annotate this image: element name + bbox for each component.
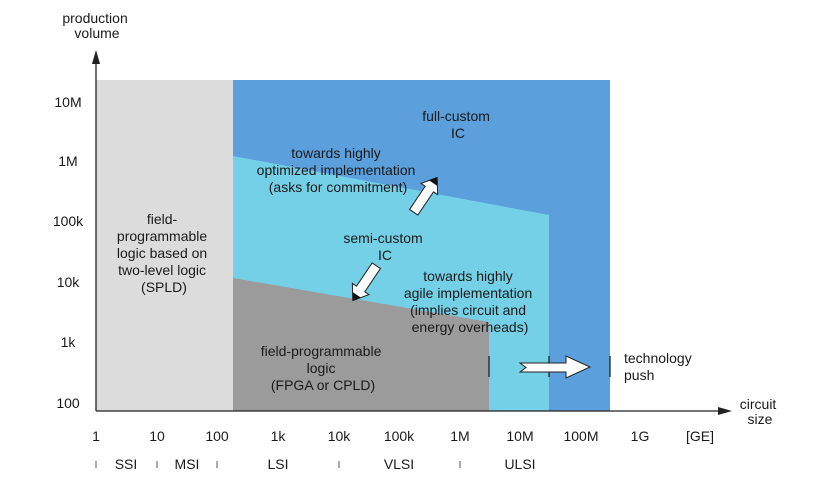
- optimized-arrow-icon: [408, 176, 439, 216]
- level-label-lsi: LSI: [267, 456, 288, 472]
- technology-push-line: push: [624, 367, 654, 383]
- spld-label-line: (SPLD): [141, 279, 187, 295]
- towards-agile-line: energy overheads): [412, 319, 529, 335]
- x-tick-label: 100M: [563, 428, 598, 444]
- x-axis-arrow: [718, 407, 732, 415]
- fpga-region: [233, 278, 489, 411]
- y-tick-label: 1M: [58, 153, 77, 169]
- semi-custom-label: semi-custom IC: [343, 230, 426, 263]
- towards-agile-line: agile implementation: [404, 285, 532, 301]
- y-axis-title: production volume: [62, 10, 131, 41]
- towards-optimized-line: optimized implementation: [257, 162, 416, 178]
- integration-level-separators: [95, 461, 461, 468]
- x-tick-label: 1G: [631, 428, 650, 444]
- y-tick-label: 10M: [54, 94, 81, 110]
- full-custom-label: full-custom IC: [422, 108, 494, 141]
- fpga-label-line: logic: [307, 360, 336, 376]
- spld-region: [96, 80, 233, 411]
- x-tick-label: 100: [205, 428, 229, 444]
- x-axis-title-line: size: [748, 411, 773, 427]
- x-tick-label: 10: [149, 428, 165, 444]
- full-custom-label-line: IC: [451, 125, 465, 141]
- spld-label-line: programmable: [117, 228, 207, 244]
- y-tick-label: 100k: [53, 213, 84, 229]
- y-axis-arrow: [92, 50, 100, 64]
- spld-label: field- programmable logic based on two-l…: [117, 211, 211, 295]
- x-tick-label: 1k: [271, 428, 287, 444]
- towards-agile-line: (implies circuit and: [410, 302, 526, 318]
- x-tick-label: 100k: [384, 428, 415, 444]
- fpga-label-line: (FPGA or CPLD): [271, 377, 375, 393]
- agile-arrow-icon: [351, 262, 382, 302]
- semi-custom-label-line: semi-custom: [343, 230, 422, 246]
- x-axis-title: circuit size: [740, 396, 780, 427]
- towards-agile-label: towards highly agile implementation (imp…: [404, 268, 536, 335]
- spld-label-line: logic based on: [117, 245, 207, 261]
- towards-optimized-line: towards highly: [291, 145, 381, 161]
- y-tick-label: 10k: [57, 274, 81, 290]
- x-axis-title-line: circuit: [740, 396, 777, 412]
- fpga-label-line: field-programmable: [261, 343, 382, 359]
- y-tick-label: 1k: [61, 334, 77, 350]
- technology-push-label: technology push: [624, 350, 696, 383]
- technology-push-arrow-icon: [518, 355, 592, 379]
- y-axis-title-line: volume: [74, 25, 119, 41]
- y-axis-title-line: production: [62, 10, 127, 26]
- x-tick-label: 10k: [328, 428, 352, 444]
- towards-agile-line: towards highly: [423, 268, 513, 284]
- x-tick-label: 1M: [450, 428, 469, 444]
- fpga-label: field-programmable logic (FPGA or CPLD): [261, 343, 386, 393]
- technology-push-line: technology: [624, 350, 692, 366]
- spld-label-line: two-level logic: [118, 262, 206, 278]
- y-tick-label: 100: [56, 395, 80, 411]
- semi-custom-label-line: IC: [378, 247, 392, 263]
- x-tick-label: [GE]: [686, 428, 714, 444]
- level-label-ulsi: ULSI: [504, 456, 535, 472]
- x-tick-label: 10M: [506, 428, 533, 444]
- spld-label-line: field-: [147, 211, 178, 227]
- full-custom-label-line: full-custom: [422, 108, 490, 124]
- level-label-vlsi: VLSI: [384, 456, 414, 472]
- x-tick-label: 1: [92, 428, 100, 444]
- towards-optimized-label: towards highly optimized implementation …: [257, 145, 420, 195]
- level-label-msi: MSI: [175, 456, 200, 472]
- towards-optimized-line: (asks for commitment): [269, 179, 407, 195]
- level-label-ssi: SSI: [115, 456, 138, 472]
